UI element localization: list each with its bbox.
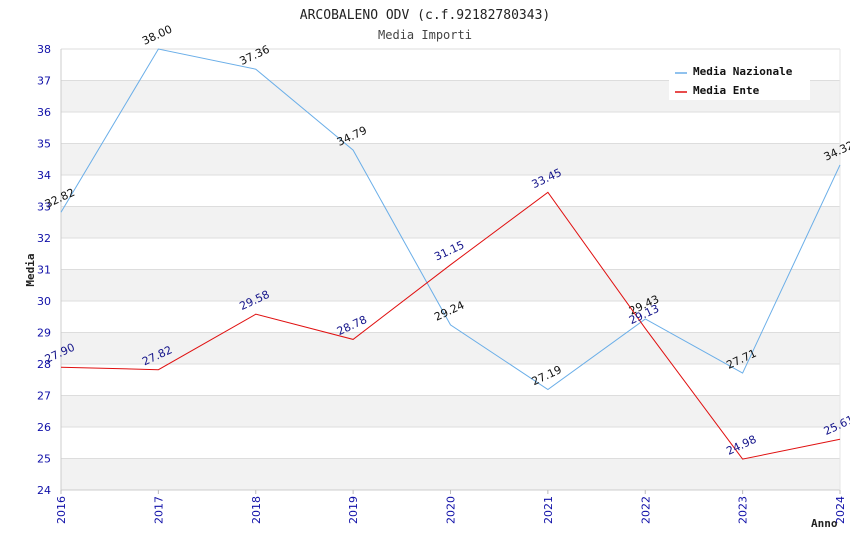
data-label: 38.00 — [140, 23, 174, 48]
series-line-media-nazionale — [60, 48, 841, 391]
data-label: 24.98 — [724, 433, 758, 458]
x-tick-label: 2017 — [152, 496, 165, 524]
data-label: 27.19 — [530, 363, 564, 388]
y-tick-label: 32 — [37, 232, 51, 245]
x-tick-label: 2018 — [250, 496, 263, 524]
chart-title: ARCOBALENO ODV (c.f.92182780343) — [300, 8, 550, 23]
legend: Media Nazionale Media Ente — [669, 60, 810, 100]
y-tick-label: 37 — [37, 75, 51, 88]
x-axis-label: Anno — [811, 517, 838, 530]
y-axis-ticks: 24 25 26 27 28 29 30 31 32 33 34 35 36 37 38 — [37, 43, 51, 497]
y-tick-label: 38 — [37, 43, 51, 56]
grid-lines — [60, 48, 841, 491]
grid-bands — [61, 80, 840, 490]
legend-label-media-ente: Media Ente — [693, 84, 760, 97]
y-tick-label: 35 — [37, 138, 51, 151]
y-tick-label: 26 — [37, 421, 51, 434]
x-tick-label: 2021 — [542, 496, 555, 524]
grid-band — [61, 143, 840, 175]
x-tick-label: 2023 — [737, 496, 750, 524]
x-axis-ticks: 2016 2017 2018 2019 2020 2021 2022 2023 2024 — [55, 490, 847, 524]
y-tick-label: 36 — [37, 106, 51, 119]
y-tick-label: 33 — [37, 201, 51, 214]
series-line-media-ente — [60, 191, 841, 460]
grid-band — [61, 458, 840, 490]
grid-band — [61, 332, 840, 364]
y-tick-label: 25 — [37, 453, 51, 466]
y-axis-label: Media — [24, 253, 37, 286]
y-tick-label: 24 — [37, 484, 51, 497]
y-tick-label: 30 — [37, 295, 51, 308]
y-tick-label: 27 — [37, 390, 51, 403]
legend-box — [669, 60, 810, 100]
x-tick-label: 2016 — [55, 496, 68, 524]
y-tick-label: 28 — [37, 358, 51, 371]
data-label: 37.36 — [238, 43, 272, 68]
chart-subtitle: Media Importi — [378, 28, 472, 42]
y-tick-label: 31 — [37, 264, 51, 277]
y-tick-label: 34 — [37, 169, 51, 182]
grid-band — [61, 269, 840, 301]
x-tick-label: 2020 — [445, 496, 458, 524]
grid-band — [61, 206, 840, 238]
data-label: 31.15 — [432, 238, 466, 263]
y-tick-label: 29 — [37, 327, 51, 340]
legend-label-media-nazionale: Media Nazionale — [693, 65, 793, 78]
x-tick-label: 2019 — [347, 496, 360, 524]
grid-band — [61, 395, 840, 427]
x-tick-label: 2022 — [639, 496, 652, 524]
x-tick-label: 2024 — [834, 496, 847, 524]
